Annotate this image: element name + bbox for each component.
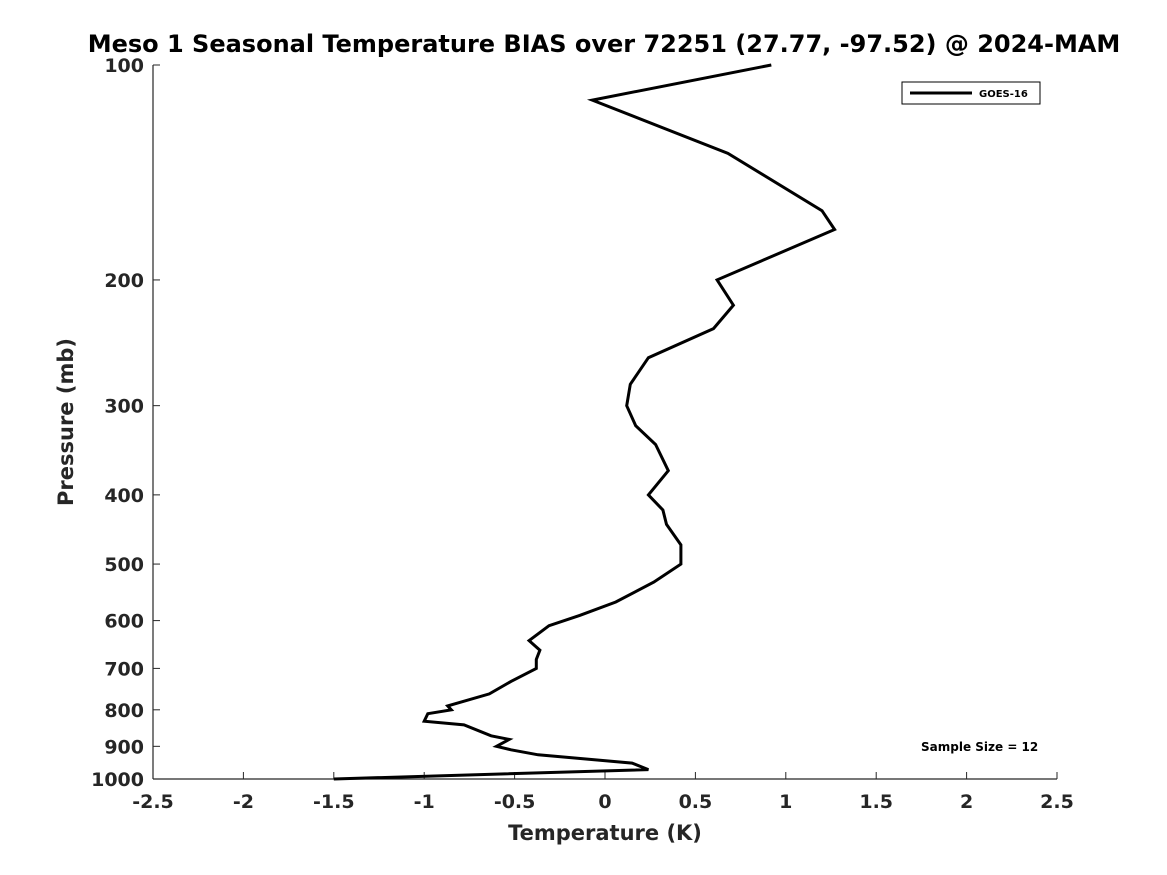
y-axis-ticks: 100 200 300 400 500 600 700 800 900 1000 [91, 55, 160, 791]
x-tick-label: 1 [779, 791, 792, 813]
legend: GOES-16 [901, 81, 1041, 105]
sample-size-annotation: Sample Size = 12 [921, 740, 1038, 754]
y-tick-label: 700 [104, 658, 144, 680]
y-tick-label: 100 [104, 55, 144, 77]
x-tick-label: 0.5 [679, 791, 713, 813]
x-tick-label: -0.5 [494, 791, 536, 813]
x-tick-label: 1.5 [859, 791, 893, 813]
x-tick-label: -1 [414, 791, 435, 813]
x-axis-ticks: -2.5 -2 -1.5 -1 -0.5 0 0.5 1 1.5 2 2.5 [132, 772, 1074, 813]
y-tick-label: 200 [104, 270, 144, 292]
y-tick-label: 800 [104, 700, 144, 722]
y-tick-label: 300 [104, 396, 144, 418]
series-line-goes16 [333, 63, 837, 781]
legend-label-goes16: GOES-16 [979, 89, 1028, 100]
x-tick-label: -2 [233, 791, 254, 813]
y-tick-label: 900 [104, 736, 144, 758]
plot-background [153, 65, 1057, 779]
y-tick-label: 500 [104, 554, 144, 576]
y-tick-label: 400 [104, 485, 144, 507]
x-tick-label: 2.5 [1040, 791, 1074, 813]
y-tick-label: 1000 [91, 769, 144, 791]
x-tick-label: 2 [960, 791, 973, 813]
x-tick-label: -1.5 [313, 791, 355, 813]
y-tick-label: 600 [104, 611, 144, 633]
x-tick-label: -2.5 [132, 791, 174, 813]
plot-area: -2.5 -2 -1.5 -1 -0.5 0 0.5 1 1.5 2 2.5 100 200 300 40… [91, 55, 1074, 813]
y-axis-label: Pressure (mb) [54, 338, 78, 506]
x-tick-label: 0 [598, 791, 611, 813]
series-layer [333, 63, 837, 781]
chart-title: Meso 1 Seasonal Temperature BIAS over 72… [88, 30, 1121, 58]
x-axis-label: Temperature (K) [508, 821, 702, 845]
